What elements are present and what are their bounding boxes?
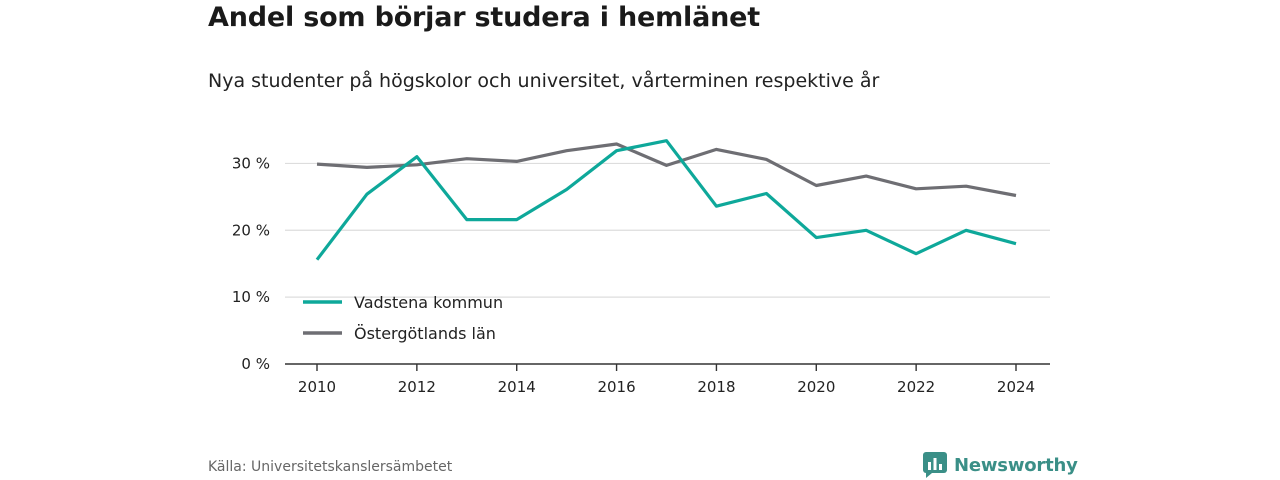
x-tick-label: 2018	[697, 378, 735, 396]
y-tick-label: 0 %	[241, 355, 270, 373]
legend: Vadstena kommun Östergötlands län	[303, 293, 503, 343]
legend-label: Vadstena kommun	[354, 293, 503, 312]
y-tick-label: 30 %	[232, 154, 270, 172]
y-tick-label: 20 %	[232, 221, 270, 239]
x-tick-label: 2012	[398, 378, 436, 396]
source-note: Källa: Universitetskanslersämbetet	[208, 459, 453, 475]
series-line-1	[316, 142, 1017, 198]
brand-logo[interactable]: Newsworthy	[922, 451, 1078, 479]
line-chart: 0 % 10 % 20 % 30 % 2010 2012 2014 2016 2018 2020…	[232, 139, 1050, 396]
chart-title: Andel som börjar studera i hemlänet	[208, 2, 760, 33]
brand-name: Newsworthy	[954, 454, 1078, 476]
series-line-0	[315, 139, 1017, 261]
x-tick-label: 2024	[997, 378, 1035, 396]
y-axis-ticks: 0 % 10 % 20 % 30 %	[232, 154, 270, 373]
x-axis-ticks: 2010 2012 2014 2016 2018 2020 2022 2024	[298, 364, 1035, 396]
newsworthy-logo-icon	[923, 452, 947, 478]
x-tick-label: 2020	[797, 378, 835, 396]
x-tick-label: 2014	[498, 378, 536, 396]
legend-label: Östergötlands län	[354, 324, 496, 343]
series-lines	[315, 139, 1017, 261]
gridlines	[285, 162, 1050, 365]
x-tick-label: 2022	[897, 378, 935, 396]
chart-subtitle: Nya studenter på högskolor och universit…	[208, 70, 880, 92]
x-tick-label: 2016	[597, 378, 635, 396]
x-tick-label: 2010	[298, 378, 336, 396]
y-tick-label: 10 %	[232, 288, 270, 306]
